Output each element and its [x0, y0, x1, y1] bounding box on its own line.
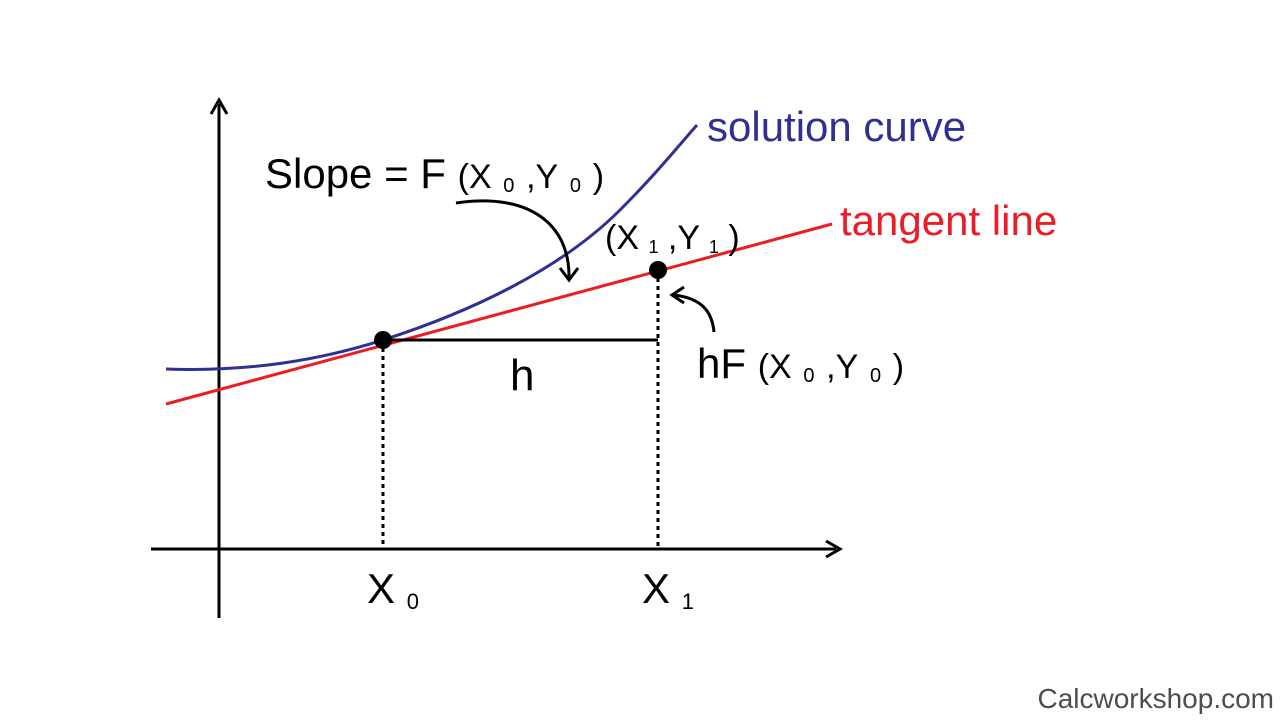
point1-sub-y: 1: [709, 237, 719, 257]
point1-open: (X: [605, 219, 639, 257]
slope-label: Slope = F (X 0 ,Y 0 ): [265, 150, 604, 201]
slope-pointer-arrow: [455, 199, 571, 279]
point1-sub-x: 1: [648, 237, 658, 257]
h-label: h: [510, 351, 534, 400]
y-axis-arrowhead: [209, 96, 229, 115]
tangent-line: [165, 222, 833, 406]
tangent-line-label: tangent line: [840, 197, 1057, 244]
x0-sub: 0: [407, 589, 419, 614]
point1-label: (X 1 ,Y 1 ): [605, 219, 740, 261]
hf-sub-x: 0: [803, 365, 814, 387]
x-axis-arrowhead: [825, 539, 844, 559]
slope-prefix: Slope = F: [265, 150, 446, 197]
hf-sub-y: 0: [870, 365, 881, 387]
point-x0-y0: [374, 331, 392, 349]
site-credit: Calcworkshop.com: [1037, 683, 1274, 714]
hf-pointer-arrow: [673, 293, 716, 333]
x0-main: X: [367, 565, 395, 612]
point-x1-y1: [649, 261, 667, 279]
solution-curve-label: solution curve: [707, 103, 966, 150]
hf-open: (X: [758, 348, 792, 386]
x0-label: X 0: [367, 565, 419, 614]
hf-label: hF (X 0 ,Y 0 ): [697, 340, 904, 391]
x1-sub: 1: [682, 589, 694, 614]
point1-close: ): [728, 219, 739, 257]
slope-close: ): [593, 158, 604, 196]
hf-prefix: hF: [697, 340, 746, 387]
point1-comma: ,Y: [668, 219, 700, 257]
hf-comma: ,Y: [826, 348, 858, 386]
slope-sub-x: 0: [503, 175, 514, 197]
hf-close: ): [893, 348, 904, 386]
slope-open: (X: [458, 158, 492, 196]
x1-main: X: [642, 565, 670, 612]
slope-comma: ,Y: [526, 158, 558, 196]
hf-pointer-arrowhead: [669, 285, 685, 305]
slope-sub-y: 0: [570, 175, 581, 197]
slope-pointer-arrowhead: [558, 267, 580, 283]
x1-label: X 1: [642, 565, 694, 614]
solution-curve: [165, 124, 699, 371]
